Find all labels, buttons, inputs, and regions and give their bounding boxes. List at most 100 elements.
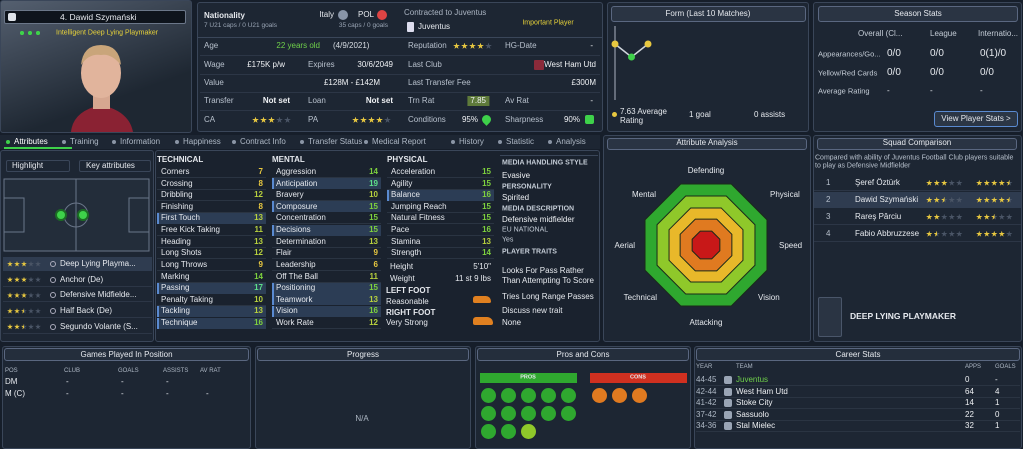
- row-line: [157, 177, 266, 178]
- attribute-name: Long Throws: [161, 259, 208, 269]
- attribute-value: 16: [369, 306, 378, 316]
- key-highlight: [157, 282, 266, 294]
- cell: West Ham Utd: [736, 386, 788, 396]
- label: Defensive midfielder: [502, 215, 575, 224]
- star: [7, 308, 13, 314]
- star: [941, 196, 948, 203]
- star: [991, 213, 998, 220]
- stat-value: -: [980, 86, 983, 95]
- attribute-name: Leadership: [276, 259, 316, 269]
- club-badge: [534, 60, 544, 70]
- tab[interactable]: Happiness: [183, 137, 221, 146]
- label: MEDIA DESCRIPTION: [502, 205, 575, 213]
- star-rating: [453, 42, 492, 50]
- form-panel: [607, 2, 809, 132]
- tab-dot: [451, 140, 455, 144]
- tab[interactable]: Medical Report: [372, 137, 426, 146]
- star: [998, 179, 1005, 186]
- tab[interactable]: Contract Info: [240, 137, 286, 146]
- radar-label: Aerial: [614, 241, 635, 250]
- stat-value: 0/0: [980, 66, 994, 78]
- tab[interactable]: Transfer Status: [308, 137, 363, 146]
- row-line: [272, 269, 381, 271]
- star: [956, 179, 963, 186]
- view-button[interactable]: [934, 111, 1018, 127]
- link[interactable]: Discuss new trait: [502, 306, 563, 315]
- field-value: 90%: [563, 115, 580, 124]
- form-header: [611, 6, 806, 22]
- star: [453, 42, 460, 49]
- label: Age: [204, 41, 219, 50]
- attribute-value: 9: [373, 248, 378, 258]
- panel-header: [257, 348, 469, 361]
- section-title: MENTAL: [272, 155, 305, 164]
- label: 1 goal: [689, 110, 711, 119]
- label: 1: [826, 178, 831, 187]
- attribute-name: Teamwork: [276, 294, 313, 304]
- role-row: [3, 257, 152, 271]
- label: Weight: [390, 274, 415, 283]
- label: EU NATIONAL: [502, 226, 549, 234]
- tab[interactable]: Information: [120, 137, 161, 146]
- star: [926, 196, 933, 203]
- role-icon: [818, 297, 842, 337]
- attribute-value: 12: [254, 248, 263, 258]
- attribute-name: Pace: [391, 225, 410, 235]
- name-box: [4, 10, 186, 24]
- cell: 41-42: [696, 398, 717, 408]
- left-boot: [473, 296, 491, 303]
- row-line: [272, 258, 381, 260]
- row-line: [387, 211, 494, 213]
- key-dropdown[interactable]: [79, 160, 151, 172]
- star-rating: [7, 323, 41, 330]
- star: [21, 323, 27, 330]
- label: (4/9/2021): [333, 41, 370, 50]
- label: Important Player: [522, 19, 574, 27]
- attribute-name: Jumping Reach: [391, 201, 447, 211]
- field-value: -: [590, 41, 593, 50]
- tab[interactable]: History: [459, 137, 484, 146]
- panel-header: [4, 348, 249, 361]
- tab[interactable]: Statistic: [506, 137, 535, 146]
- cons-bar: [590, 373, 687, 383]
- star: [7, 323, 13, 330]
- label: 5'10": [473, 262, 491, 271]
- highlight-dropdown[interactable]: [6, 160, 70, 172]
- tab-dot: [175, 140, 179, 144]
- star: [998, 213, 1005, 220]
- row-line: [272, 200, 381, 202]
- tab[interactable]: Training: [70, 137, 99, 146]
- role-name: Defensive Midfielde...: [60, 290, 137, 300]
- star: [933, 230, 940, 237]
- attribute-value: 9: [258, 259, 263, 269]
- divider: [500, 155, 598, 156]
- star: [28, 323, 34, 330]
- row-line: [696, 431, 1020, 433]
- tab[interactable]: Attributes: [14, 137, 48, 146]
- label[interactable]: Key attributes: [86, 161, 135, 170]
- pro-icon: [521, 424, 536, 439]
- star: [1006, 230, 1013, 237]
- label[interactable]: Highlight: [12, 161, 44, 170]
- attribute-value: 16: [482, 225, 491, 235]
- pitch: [3, 178, 150, 252]
- label: 0 assists: [754, 110, 786, 119]
- cell: 64: [965, 386, 974, 396]
- attribute-value: 19: [369, 178, 378, 188]
- section-title: TECHNICAL: [157, 155, 204, 164]
- row-divider: [200, 110, 600, 111]
- attribute-value: 13: [254, 306, 263, 316]
- panel-title: Career Stats: [835, 350, 881, 359]
- star: [28, 261, 34, 267]
- attribute-value: 14: [254, 271, 263, 281]
- column-header: League: [930, 29, 957, 38]
- button-text[interactable]: View Player Stats >: [941, 114, 1011, 123]
- attribute-name: Acceleration: [391, 167, 436, 176]
- label: RIGHT FOOT: [386, 308, 436, 317]
- star: [998, 230, 1005, 237]
- cell: 4: [995, 386, 1000, 396]
- tab[interactable]: Analysis: [556, 137, 586, 146]
- label: Yellow/Red Cards: [818, 67, 878, 77]
- label: Contracted to Juventus: [404, 8, 487, 17]
